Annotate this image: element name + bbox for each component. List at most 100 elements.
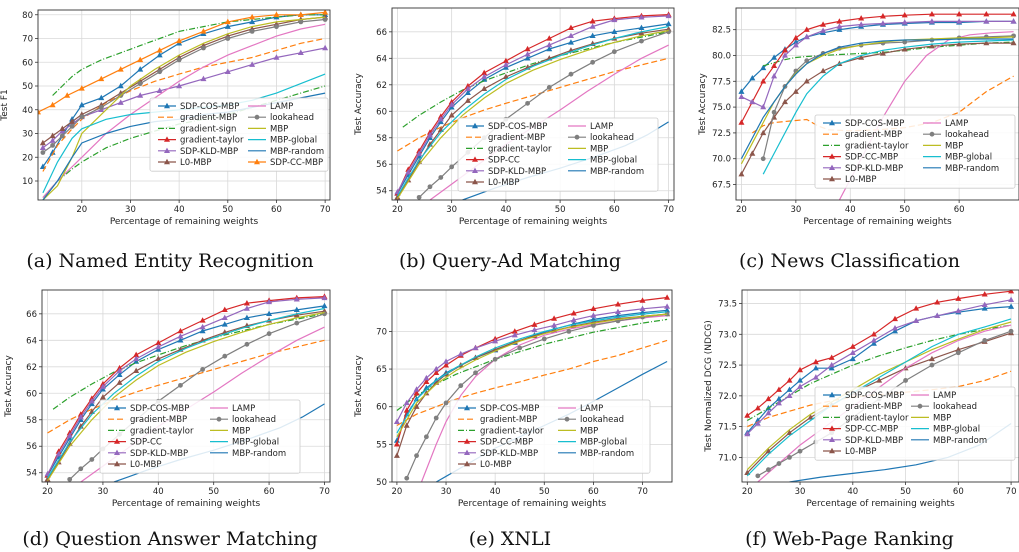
legend-marker-lookahead	[574, 134, 580, 140]
data-point-SDP-CC	[199, 317, 206, 323]
data-point-SDP-CC-MBP	[551, 315, 558, 321]
data-point-SDP-KLD-MBP	[858, 21, 865, 27]
legend-label: SDP-CC-MBP	[845, 153, 898, 163]
data-point-L0-MBP	[807, 414, 814, 420]
y-tick-label: 56	[376, 160, 387, 170]
legend-label: L0-MBP	[488, 178, 520, 188]
legend-marker-L0-MBP	[829, 175, 835, 182]
series-line-gradient-MBP	[747, 370, 1012, 428]
x-tick-label: 70	[320, 205, 331, 215]
data-point-SDP-KLD-MBP	[88, 398, 95, 404]
legend-label: SDP-COS-MBP	[180, 102, 239, 112]
data-point-SDP-KLD-MBP	[393, 418, 400, 424]
data-point-SDP-COS-MBP	[546, 45, 553, 52]
y-tick-label: 80.0	[712, 51, 731, 61]
data-point-SDP-KLD-MBP	[321, 294, 328, 301]
legend-label: SDP-COS-MBP	[130, 404, 189, 414]
legend-label: L0-MBP	[180, 158, 212, 168]
data-point-SDP-CC-MBP	[928, 10, 935, 17]
data-point-SDP-COS-MBP	[221, 321, 228, 327]
data-point-L0-MBP	[423, 389, 430, 396]
data-point-SDP-KLD-MBP	[472, 344, 479, 351]
legend-label: MBP	[270, 124, 288, 134]
data-point-L0-MBP	[413, 403, 420, 409]
data-point-SDP-COS-MBP	[224, 23, 231, 29]
data-point-SDP-KLD-MBP	[849, 349, 856, 355]
data-point-SDP-KLD-MBP	[928, 18, 935, 24]
series-line-SDP-CC	[46, 296, 325, 476]
data-point-lookahead	[201, 45, 206, 51]
x-tick-label: 30	[441, 487, 452, 497]
data-point-SDP-KLD-MBP	[749, 98, 756, 105]
series-line-SDP-KLD-MBP	[741, 20, 1014, 108]
y-tick-label: 70	[22, 35, 33, 45]
legend-label: MBP	[580, 426, 598, 436]
legend-label: SDP-KLD-MBP	[130, 449, 188, 459]
data-point-SDP-KLD-MBP	[116, 367, 123, 373]
data-point-SDP-KLD-MBP	[117, 99, 124, 105]
legend-label: MBP	[232, 426, 250, 436]
data-point-SDP-CC	[567, 24, 574, 31]
legend-label: L0-MBP	[845, 447, 877, 457]
data-point-SDP-KLD-MBP	[99, 383, 106, 389]
series-line-SDP-CC-MBP	[740, 13, 1014, 123]
tick-labels: 20 30 40 50 60 70 54 56 58 60 62 64 66	[26, 310, 330, 497]
data-point-SDP-CC-MBP	[892, 315, 899, 322]
data-point-SDP-KLD-MBP	[176, 82, 183, 89]
data-point-SDP-COS-MBP	[49, 149, 56, 155]
data-point-SDP-COS-MBP	[892, 328, 899, 334]
data-point-L0-MBP	[293, 311, 300, 318]
y-tick-label: 71.5	[718, 423, 737, 433]
series-line-MBP-global	[46, 307, 325, 479]
legend-label: MBP-global	[945, 153, 992, 163]
data-point-SDP-COS-MBP	[199, 327, 206, 334]
data-point-SDP-CC-MBP	[433, 369, 440, 376]
data-point-lookahead	[249, 28, 255, 34]
data-point-SDP-CC-MBP	[812, 358, 819, 365]
y-tick-label: 64	[376, 54, 387, 64]
data-point-SDP-KLD-MBP	[416, 150, 423, 156]
data-point-SDP-KLD-MBP	[502, 61, 509, 68]
data-point-SDP-KLD-MBP	[221, 314, 228, 321]
y-tick-label: 66	[26, 310, 37, 320]
series-line-gradient-taylor	[52, 14, 326, 96]
data-point-SDP-KLD-MBP	[781, 52, 788, 58]
tick-labels: 20 30 40 50 60 67.5 70.0 72.5 75.0 77.5 80.0 82.5	[712, 26, 964, 215]
data-point-SDP-KLD-MBP	[771, 72, 778, 79]
y-tick-label: 73.0	[718, 330, 737, 340]
x-tick-label: 60	[953, 487, 964, 497]
data-point-lookahead	[760, 156, 766, 162]
data-point-lookahead	[322, 311, 327, 317]
data-point-L0-MBP	[786, 429, 793, 435]
data-point-L0-MBP	[792, 88, 799, 94]
data-point-SDP-KLD-MBP	[39, 144, 46, 150]
data-point-SDP-COS-MBP	[177, 337, 184, 343]
legend-marker-lookahead	[929, 131, 935, 137]
x-tick-label: 50	[208, 487, 219, 497]
legend-label: SDP-KLD-MBP	[845, 436, 903, 446]
data-point-SDP-KLD-MBP	[567, 32, 574, 39]
y-tick-label: 71.0	[718, 453, 737, 463]
data-point-SDP-KLD-MBP	[901, 19, 908, 25]
data-point-SDP-CC-MBP	[836, 18, 843, 24]
data-point-SDP-COS-MBP	[849, 355, 856, 362]
data-point-SDP-COS-MBP	[786, 386, 793, 392]
data-point-SDP-CC-MBP	[820, 21, 827, 27]
data-point-SDP-COS-MBP	[589, 32, 596, 39]
data-point-L0-MBP	[502, 73, 509, 80]
data-point-L0-MBP	[803, 78, 810, 84]
data-point-L0-MBP	[44, 476, 51, 482]
data-point-lookahead	[274, 24, 279, 30]
data-point-SDP-KLD-MBP	[665, 12, 672, 19]
data-point-SDP-CC-MBP	[249, 13, 256, 20]
data-point-SDP-CC	[481, 69, 488, 76]
plot-frame	[37, 9, 331, 201]
data-point-SDP-KLD-MBP	[955, 307, 962, 314]
data-point-SDP-CC-MBP	[49, 101, 56, 108]
data-point-SDP-KLD-MBP	[638, 14, 645, 20]
legend-marker-SDP-COS-MBP	[829, 119, 835, 126]
chart-panel-b: 20 30 40 50 60 70 54 56 58 60 62 64 66 Percentage of …	[340, 0, 680, 232]
chart-panel-a: 20 30 40 50 60 70 10 20 30 40 50 60 70 80 Percentage o…	[0, 0, 340, 232]
data-point-L0-MBP	[99, 394, 106, 400]
data-point-SDP-KLD-MBP	[614, 308, 621, 315]
